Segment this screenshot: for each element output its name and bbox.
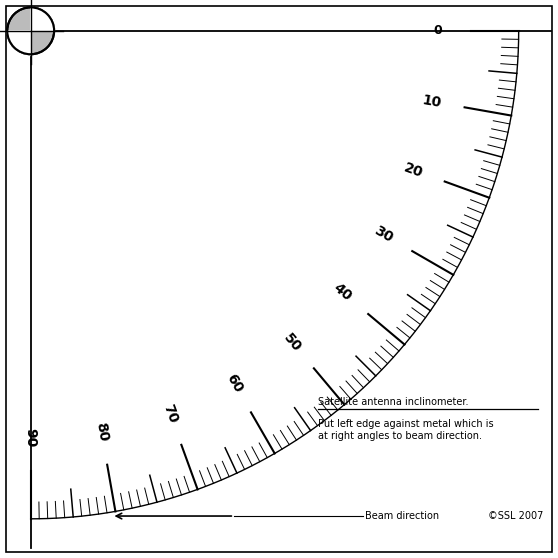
Wedge shape bbox=[7, 31, 31, 54]
Text: 60: 60 bbox=[223, 372, 245, 395]
Text: ©SSL 2007: ©SSL 2007 bbox=[488, 511, 543, 521]
Circle shape bbox=[7, 7, 54, 54]
Text: 10: 10 bbox=[421, 93, 442, 110]
Text: 50: 50 bbox=[281, 331, 304, 355]
Text: Put left edge against metal which is
at right angles to beam direction.: Put left edge against metal which is at … bbox=[318, 419, 493, 441]
Text: 0: 0 bbox=[434, 25, 442, 37]
Text: 90: 90 bbox=[23, 429, 38, 448]
Text: Satellite antenna inclinometer.: Satellite antenna inclinometer. bbox=[318, 397, 468, 407]
Text: 80: 80 bbox=[93, 421, 110, 442]
Text: 30: 30 bbox=[372, 224, 395, 246]
Text: Beam direction: Beam direction bbox=[365, 511, 440, 521]
Text: 20: 20 bbox=[402, 160, 425, 180]
Wedge shape bbox=[31, 7, 54, 31]
Text: 70: 70 bbox=[160, 402, 180, 425]
Text: 40: 40 bbox=[331, 281, 354, 304]
